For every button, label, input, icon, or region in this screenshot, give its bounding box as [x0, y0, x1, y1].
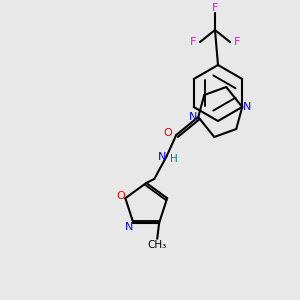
Text: F: F: [234, 37, 240, 47]
Text: CH₃: CH₃: [148, 240, 167, 250]
Text: N: N: [158, 152, 166, 162]
Text: F: F: [190, 37, 196, 47]
Text: N: N: [189, 112, 197, 122]
Text: O: O: [164, 128, 172, 138]
Text: N: N: [125, 222, 134, 232]
Text: N: N: [243, 102, 251, 112]
Text: F: F: [212, 3, 218, 13]
Text: H: H: [170, 154, 178, 164]
Text: O: O: [116, 191, 125, 201]
